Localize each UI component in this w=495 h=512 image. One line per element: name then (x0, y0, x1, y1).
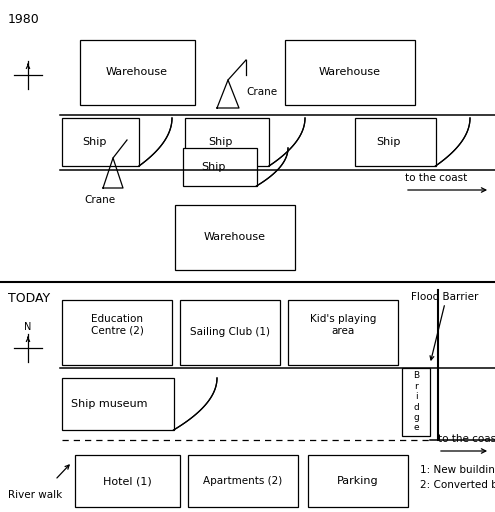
Text: Ship: Ship (82, 137, 106, 147)
Text: Sailing Club (1): Sailing Club (1) (190, 327, 270, 337)
Text: Ship: Ship (377, 137, 401, 147)
Text: to the coast: to the coast (438, 434, 495, 444)
Bar (62, 378, 174, 430)
Bar (188, 455, 298, 507)
Text: Parking: Parking (337, 476, 379, 486)
Bar (175, 205, 295, 270)
Bar (288, 300, 398, 365)
Text: Crane: Crane (246, 87, 277, 97)
Text: Crane: Crane (85, 195, 115, 205)
Bar (183, 148, 256, 186)
Text: Education
Centre (2): Education Centre (2) (91, 314, 144, 336)
Bar (402, 368, 430, 436)
Bar (62, 118, 139, 166)
Text: Ship museum: Ship museum (71, 399, 147, 409)
Text: River walk: River walk (8, 490, 62, 500)
Text: N: N (24, 322, 32, 332)
Bar (308, 455, 408, 507)
Text: to the coast: to the coast (405, 173, 467, 183)
Text: 1980: 1980 (8, 13, 40, 26)
Bar (285, 40, 415, 105)
Text: 1: New building: 1: New building (420, 465, 495, 475)
Text: B
r
i
d
g
e: B r i d g e (413, 372, 419, 433)
Text: Kid's playing
area: Kid's playing area (310, 314, 376, 336)
Bar (185, 118, 269, 166)
Text: Warehouse: Warehouse (106, 67, 168, 77)
Text: Hotel (1): Hotel (1) (102, 476, 151, 486)
Bar (62, 300, 172, 365)
Bar (355, 118, 436, 166)
Text: Ship: Ship (208, 137, 233, 147)
Bar (180, 300, 280, 365)
Text: Flood Barrier: Flood Barrier (411, 292, 479, 302)
Text: Apartments (2): Apartments (2) (203, 476, 283, 486)
Text: Warehouse: Warehouse (319, 67, 381, 77)
Bar (75, 455, 180, 507)
Text: Warehouse: Warehouse (204, 232, 266, 242)
Text: 2: Converted building: 2: Converted building (420, 480, 495, 490)
Text: Ship: Ship (201, 162, 226, 172)
Text: TODAY: TODAY (8, 292, 50, 305)
Bar (80, 40, 195, 105)
